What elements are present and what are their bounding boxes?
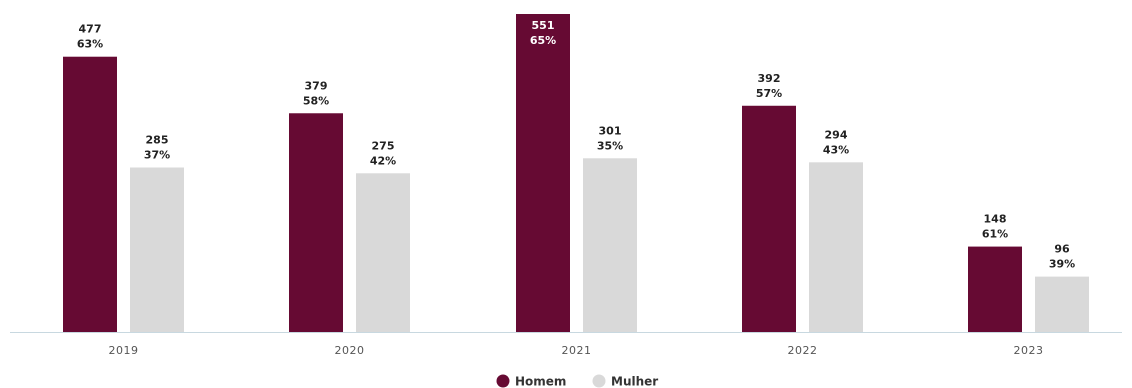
legend-label-mulher: Mulher <box>611 375 658 388</box>
bar-homem-2021[interactable] <box>516 14 570 332</box>
value-label-homem-2023: 148 <box>984 213 1007 226</box>
percent-label-mulher-2023: 39% <box>1049 258 1075 271</box>
bars-layer <box>63 14 1089 333</box>
legend-swatch-mulher <box>592 374 606 388</box>
value-label-mulher-2020: 275 <box>372 139 395 152</box>
value-label-homem-2022: 392 <box>758 72 781 85</box>
legend-swatch-homem <box>496 374 510 388</box>
bar-mulher-2019[interactable] <box>130 167 184 332</box>
percent-label-mulher-2021: 35% <box>597 139 623 152</box>
x-tick-label-2019: 2019 <box>109 344 139 357</box>
x-tick-label-2020: 2020 <box>335 344 365 357</box>
bar-homem-2023[interactable] <box>968 246 1022 332</box>
bar-homem-2022[interactable] <box>742 105 796 332</box>
percent-label-homem-2019: 63% <box>77 38 103 51</box>
value-label-homem-2019: 477 <box>79 23 102 36</box>
bar-mulher-2020[interactable] <box>356 173 410 332</box>
bar-mulher-2022[interactable] <box>809 162 863 332</box>
percent-label-mulher-2020: 42% <box>370 154 396 167</box>
bar-mulher-2023[interactable] <box>1035 276 1089 332</box>
x-axis-tick-labels: 2019 2020 2021 2022 2023 <box>109 344 1044 357</box>
x-tick-label-2022: 2022 <box>788 344 818 357</box>
percent-label-homem-2021: 65% <box>530 34 556 47</box>
value-label-mulher-2023: 96 <box>1054 243 1070 256</box>
value-label-mulher-2021: 301 <box>599 124 622 137</box>
value-label-homem-2021: 551 <box>532 19 555 32</box>
percent-label-mulher-2022: 43% <box>823 143 849 156</box>
percent-label-homem-2020: 58% <box>303 94 329 107</box>
legend-label-homem: Homem <box>515 375 566 388</box>
legend-item-homem[interactable]: Homem <box>496 374 567 388</box>
value-label-homem-2020: 379 <box>305 79 328 92</box>
bar-homem-2019[interactable] <box>63 56 117 333</box>
bar-homem-2020[interactable] <box>289 113 343 332</box>
x-tick-label-2023: 2023 <box>1014 344 1044 357</box>
legend[interactable]: Homem Mulher <box>496 374 659 388</box>
value-label-mulher-2022: 294 <box>825 128 848 141</box>
percent-label-homem-2022: 57% <box>756 87 782 100</box>
percent-label-homem-2023: 61% <box>982 228 1008 241</box>
bar-mulher-2021[interactable] <box>583 158 637 332</box>
percent-label-mulher-2019: 37% <box>144 149 170 162</box>
legend-item-mulher[interactable]: Mulher <box>592 374 659 388</box>
value-label-mulher-2019: 285 <box>146 134 169 147</box>
x-tick-label-2021: 2021 <box>562 344 592 357</box>
data-labels-layer: 477 63% 285 37% 379 58% 275 42% 551 65% 301 35% 392 5… <box>77 19 1075 271</box>
